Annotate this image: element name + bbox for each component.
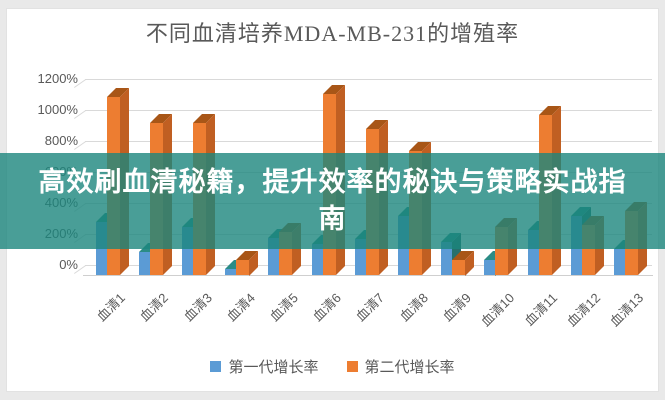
bar-血清9-第二代增长率 (452, 259, 466, 275)
x-axis-label-血清2: 血清2 (137, 290, 172, 325)
watermark-text: 高效刷血清秘籍，提升效率的秘诀与策略实战指南 (38, 167, 627, 234)
gridline-1200% (85, 79, 652, 80)
bar-血清4-第二代增长率 (236, 259, 250, 275)
bar-血清6-第一代增长率 (311, 244, 323, 275)
x-axis-label-血清13: 血清13 (607, 290, 647, 330)
chart-legend: 第一代增长率 第二代增长率 (0, 356, 665, 377)
bar-血清3-第一代增长率 (181, 226, 193, 275)
y-axis-label-1200%: 1200% (37, 71, 78, 86)
x-axis-label-血清11: 血清11 (521, 290, 561, 329)
x-axis-label-血清3: 血清3 (180, 290, 215, 325)
bar-血清4-第一代增长率 (225, 268, 237, 275)
legend-item-series2: 第二代增长率 (346, 356, 455, 377)
x-axis-label-血清12: 血清12 (564, 290, 604, 330)
chart-title: 不同血清培养MDA-MB-231的增殖率 (145, 21, 520, 46)
gridline-1000% (85, 110, 652, 111)
bar-血清13-第一代增长率 (613, 248, 625, 275)
x-axis-label-血清4: 血清4 (223, 290, 258, 325)
bar-血清9-第一代增长率 (441, 242, 453, 275)
series2-swatch-icon (346, 361, 358, 372)
bar-血清11-第一代增长率 (527, 230, 539, 275)
legend-item-series1: 第一代增长率 (210, 356, 319, 377)
bar-血清7-第一代增长率 (354, 239, 366, 275)
bar-血清10-第一代增长率 (484, 259, 496, 275)
x-axis-label-血清7: 血清7 (353, 290, 388, 325)
x-axis-line (83, 275, 653, 276)
x-axis-label-血清8: 血清8 (396, 290, 431, 325)
x-axis-label-血清9: 血清9 (439, 290, 474, 325)
bar-血清2-第一代增长率 (138, 251, 150, 275)
x-axis-label-血清5: 血清5 (266, 290, 302, 325)
legend-label-series2: 第二代增长率 (364, 359, 455, 376)
x-axis-label-血清10: 血清10 (477, 290, 518, 330)
y-axis-label-800%: 800% (44, 133, 78, 148)
x-axis-label-血清1: 血清1 (94, 290, 129, 325)
bar-血清5-第一代增长率 (268, 237, 280, 275)
watermark-banner: 高效刷血清秘籍，提升效率的秘诀与策略实战指南 (0, 153, 665, 249)
y-axis-label-1000%: 1000% (37, 102, 78, 117)
x-axis-label-血清6: 血清6 (310, 290, 345, 325)
legend-label-series1: 第一代增长率 (228, 359, 319, 376)
series1-swatch-icon (210, 361, 222, 372)
y-axis-label-0%: 0% (59, 257, 78, 272)
